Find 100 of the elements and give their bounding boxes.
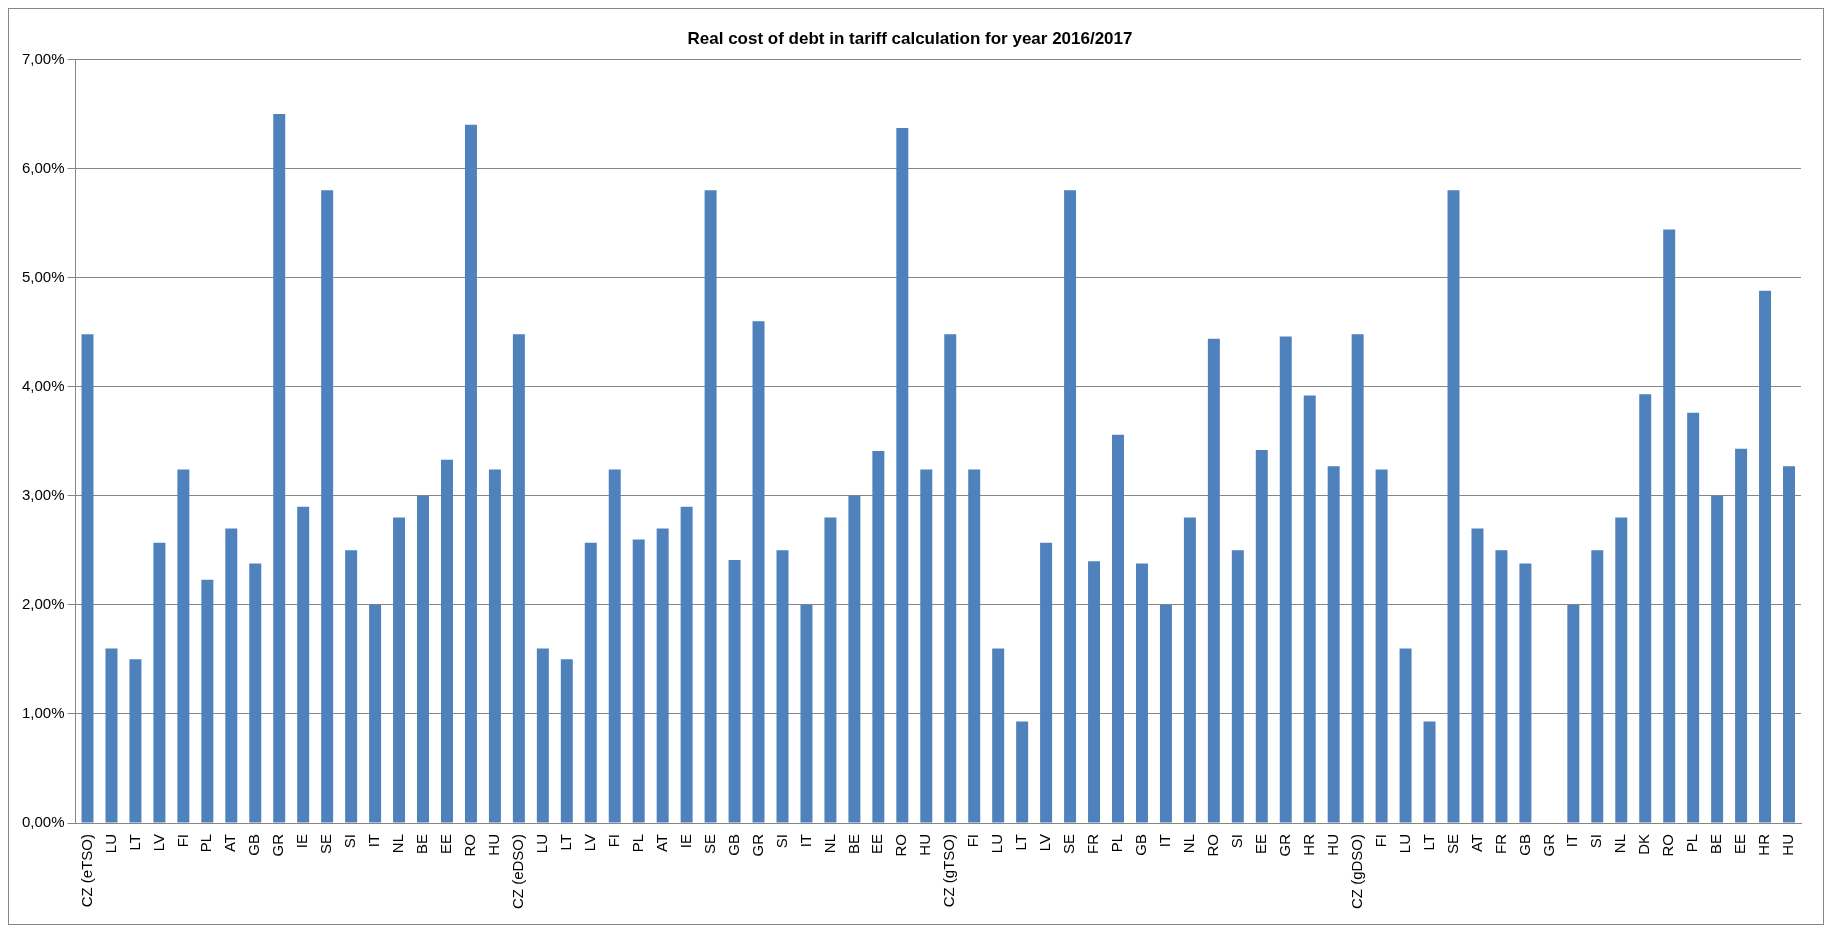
x-tick-label: IT (365, 834, 383, 848)
x-tick-label: IT (1563, 834, 1581, 848)
x-tick-label: BE (844, 834, 862, 855)
bar (1687, 412, 1700, 823)
x-tick-label: AT (652, 834, 670, 853)
x-tick-label: EE (868, 834, 886, 855)
bar (1016, 721, 1029, 823)
x-tick-label: FI (1371, 834, 1389, 848)
x-tick-label: SE (317, 834, 335, 855)
bar (1135, 563, 1148, 823)
x-tick-label: NL (389, 834, 407, 854)
x-tick-label: SE (1443, 834, 1461, 855)
bar (129, 659, 142, 823)
bar (1375, 469, 1388, 823)
bar (1183, 517, 1196, 823)
x-tick-label: IT (1156, 834, 1174, 848)
x-tick-label: SI (772, 834, 790, 849)
x-tick-label: PL (197, 834, 215, 853)
x-tick-label: CZ (eTSO) (77, 834, 95, 908)
bar (1663, 229, 1676, 823)
y-tick-label: 6,00% (21, 158, 65, 176)
bar (944, 334, 957, 823)
x-tick-label: IT (796, 834, 814, 848)
x-tick-label: LU (1395, 834, 1413, 854)
x-tick-label: HU (1779, 834, 1797, 856)
bar (1399, 648, 1412, 823)
bar (369, 604, 382, 823)
bar (1279, 336, 1292, 823)
x-tick-label: SE (700, 834, 718, 855)
bar (512, 334, 525, 823)
x-tick-label: EE (437, 834, 455, 855)
x-tick-label: HU (916, 834, 934, 856)
bar (968, 469, 981, 823)
x-tick-label: SI (1587, 834, 1605, 849)
bar (464, 124, 477, 823)
x-tick-label: FR (1491, 833, 1509, 854)
x-tick-label: NL (1180, 834, 1198, 854)
x-tick-label: GR (748, 833, 766, 857)
y-tick-label: 2,00% (21, 594, 65, 612)
bar (488, 469, 501, 823)
x-tick-label: IE (293, 834, 311, 849)
bar (1423, 721, 1436, 823)
x-tick-label: FI (604, 834, 622, 848)
x-tick-label: PL (1683, 834, 1701, 853)
y-tick-label: 5,00% (21, 267, 65, 285)
bar (1255, 449, 1268, 823)
bar (1327, 466, 1340, 823)
x-tick-label: LV (580, 834, 598, 852)
bar (273, 113, 286, 823)
bar (656, 528, 669, 823)
x-tick-label: HR (1299, 833, 1317, 856)
x-tick-label: DK (1635, 834, 1653, 855)
x-tick-label: GB (1515, 834, 1533, 856)
bar (728, 560, 741, 823)
x-tick-label: LT (1419, 834, 1437, 851)
bar (393, 517, 406, 823)
x-tick-label: LT (556, 834, 574, 851)
bar (105, 648, 118, 823)
bar (536, 648, 549, 823)
chart-title: Real cost of debt in tariff calculation for year 2016/2017 (687, 28, 1133, 48)
bar (1735, 448, 1748, 823)
bar (249, 563, 262, 823)
x-tick-label: LV (1036, 834, 1054, 852)
bar (896, 128, 909, 823)
x-tick-label: LU (988, 834, 1006, 854)
x-tick-label: RO (461, 834, 479, 857)
y-tick-label: 4,00% (21, 376, 65, 394)
x-tick-label: GR (269, 833, 287, 857)
bar (920, 469, 933, 823)
bar (1303, 395, 1316, 823)
x-tick-label: CZ (gTSO) (940, 834, 958, 908)
x-tick-label: HU (1323, 834, 1341, 856)
bar (81, 334, 94, 823)
bar (1447, 190, 1460, 823)
bar (1759, 290, 1772, 823)
x-tick-label: LU (101, 834, 119, 854)
bar (800, 604, 813, 823)
x-tick-label: EE (1731, 834, 1749, 855)
x-tick-label: CZ (gDSO) (1347, 834, 1365, 909)
bar (297, 506, 310, 823)
x-tick-label: SI (1227, 834, 1245, 849)
x-tick-label: IE (676, 834, 694, 849)
bar (1495, 550, 1508, 823)
bar (776, 550, 789, 823)
x-tick-label: HU (485, 834, 503, 856)
x-tick-label: AT (1467, 834, 1485, 853)
bar (1088, 561, 1101, 823)
y-tick-label: 7,00% (21, 49, 65, 67)
y-tick-label: 3,00% (21, 485, 65, 503)
x-tick-label: CZ (eDSO) (509, 834, 527, 909)
x-tick-label: FI (964, 834, 982, 848)
bar (1711, 495, 1724, 823)
bar (1639, 394, 1652, 823)
x-tick-label: LT (125, 834, 143, 851)
bar (584, 542, 597, 823)
bar (153, 542, 166, 823)
bar (1112, 434, 1124, 823)
bar (1567, 604, 1580, 823)
x-tick-label: SI (341, 834, 359, 849)
x-tick-label: GB (245, 834, 263, 856)
